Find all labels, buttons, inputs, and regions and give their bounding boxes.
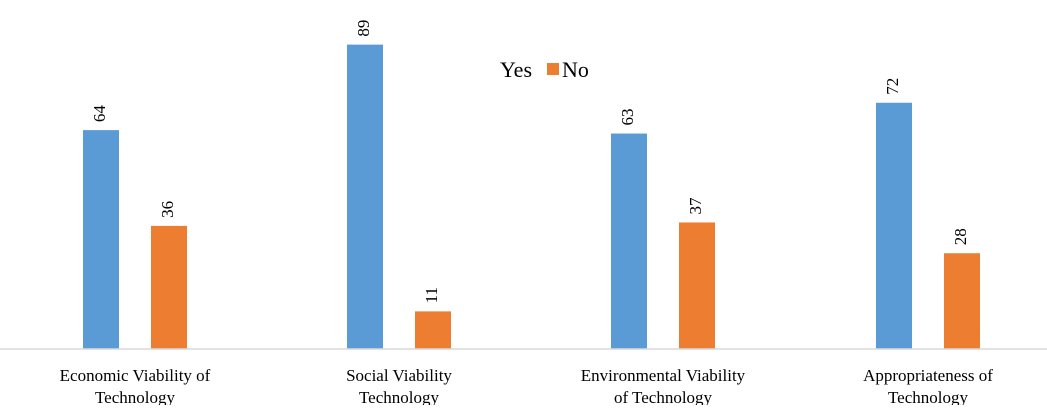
data-label-yes-1: 89 bbox=[354, 20, 373, 37]
bars-layer bbox=[83, 44, 980, 350]
bar-no-1 bbox=[415, 311, 451, 349]
bar-yes-0 bbox=[83, 130, 119, 349]
category-label-1-line-0: Social Viability bbox=[346, 366, 452, 385]
bar-no-2 bbox=[679, 222, 715, 349]
legend-label-no: No bbox=[562, 57, 589, 82]
category-labels-layer: Economic Viability of Technology Social Vi… bbox=[60, 366, 994, 407]
data-label-yes-0: 64 bbox=[90, 105, 109, 123]
data-label-yes-2: 63 bbox=[618, 109, 637, 126]
category-label-3-line-1: Technology bbox=[888, 388, 969, 405]
category-label-2-line-1: of Technology bbox=[614, 388, 713, 405]
bar-yes-2 bbox=[611, 133, 647, 349]
data-label-yes-3: 72 bbox=[883, 78, 902, 95]
category-label-2-line-0: Environmental Viability bbox=[581, 366, 746, 385]
bar-no-0 bbox=[151, 225, 187, 349]
bar-yes-3 bbox=[876, 102, 912, 349]
data-label-no-1: 11 bbox=[422, 287, 441, 303]
category-label-3-line-0: Appropriateness of bbox=[863, 366, 993, 385]
category-label-0-line-0: Economic Viability of bbox=[60, 366, 211, 385]
value-labels-layer: 64 89 63 72 36 11 37 28 bbox=[90, 20, 970, 304]
legend-swatch-no bbox=[547, 63, 559, 75]
bar-no-3 bbox=[944, 253, 980, 349]
data-label-no-3: 28 bbox=[951, 228, 970, 245]
bar-yes-1 bbox=[347, 44, 383, 350]
data-label-no-0: 36 bbox=[158, 201, 177, 218]
legend-label-yes: Yes bbox=[500, 57, 532, 82]
category-label-0-line-1: Technology bbox=[95, 388, 176, 405]
data-label-no-2: 37 bbox=[686, 197, 705, 215]
category-label-1-line-1: Technology bbox=[359, 388, 440, 405]
legend: Yes No bbox=[500, 57, 589, 82]
